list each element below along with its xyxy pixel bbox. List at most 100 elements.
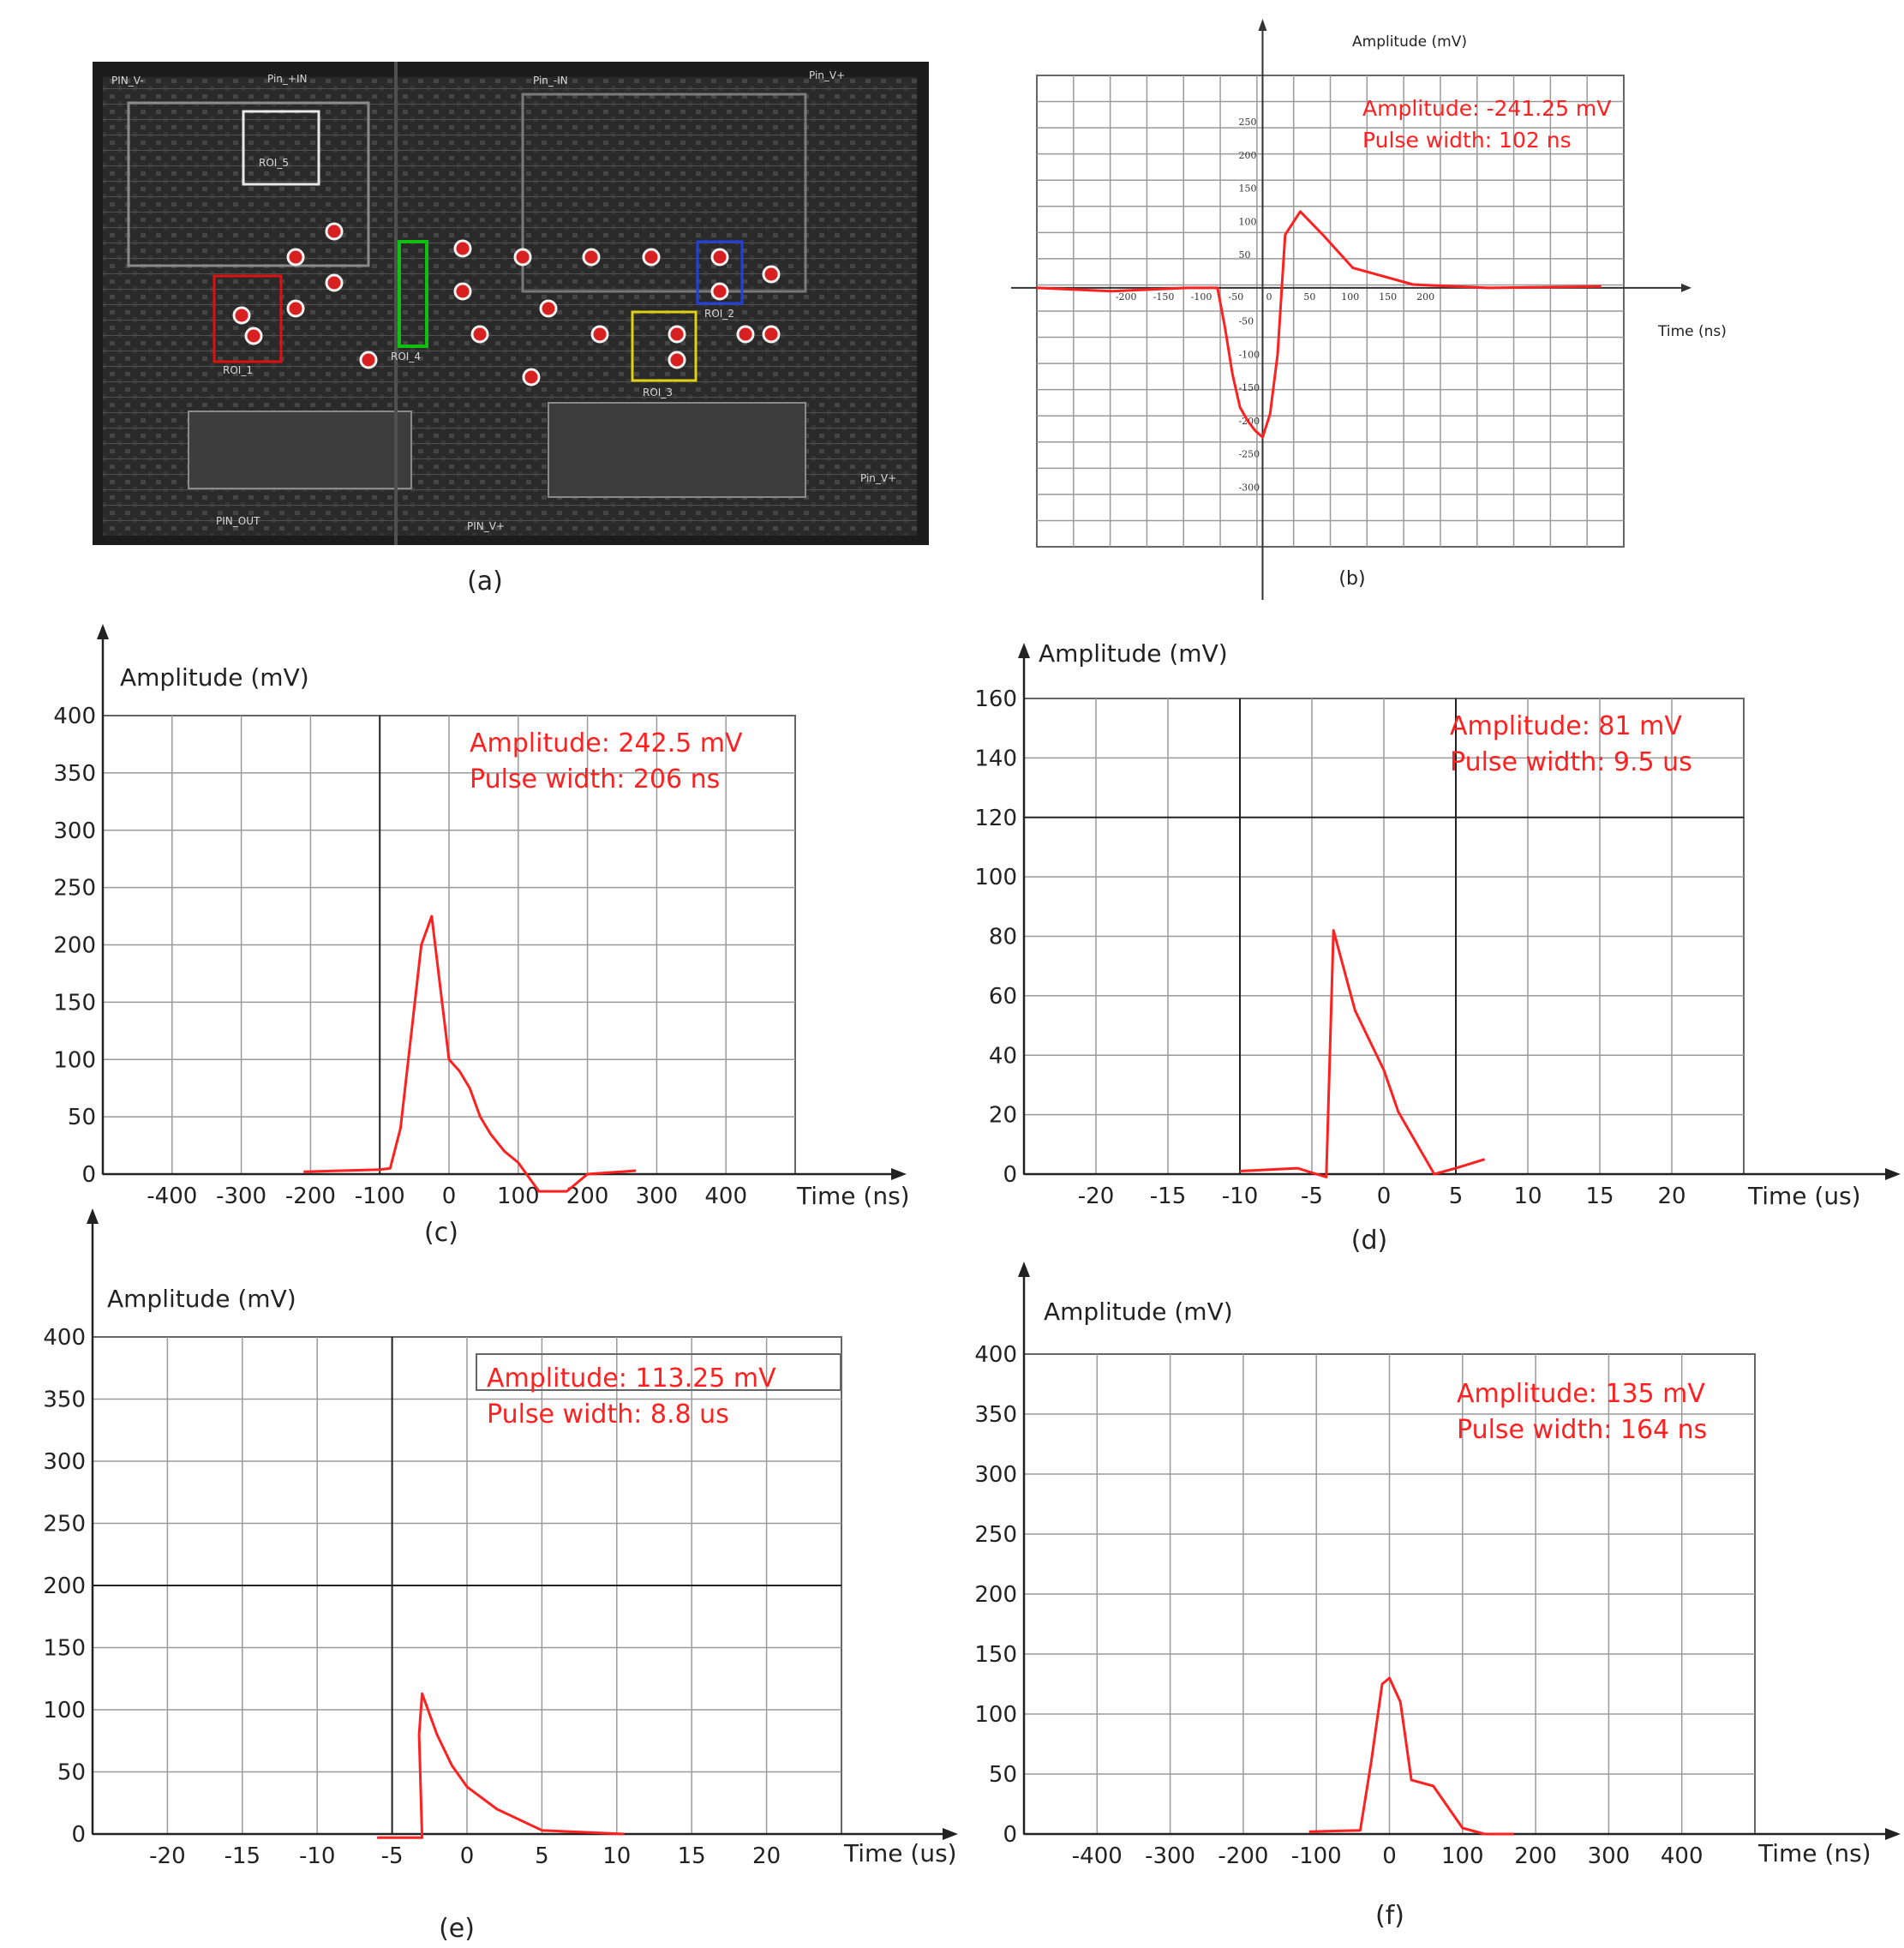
x-tick-label: -20 [149,1843,185,1869]
contact-dot [710,282,729,301]
contact-dot [325,222,344,241]
chip-block-bottom-right [548,402,806,498]
y-axis-label: Amplitude (mV) [107,1285,296,1313]
x-tick-label: -10 [1222,1184,1258,1209]
x-tick-label: -15 [225,1843,260,1869]
pulse-annotation: Amplitude: 135 mV [1457,1379,1705,1409]
roi-1-box [213,274,283,363]
y-tick-label: 400 [974,1342,1017,1368]
x-tick-label: 200 [1514,1843,1557,1869]
panel-f-chart: -400 -300 -200 -100 0 100 200 300 400 0 50 100 150 20… [974,1262,1901,1931]
y-tick-label: 140 [974,746,1017,771]
y-tick-label: 350 [53,761,96,787]
y-tick-label: 300 [53,818,96,844]
contact-dot [286,248,305,267]
x-tick-label: -100 [355,1184,405,1209]
y-tick-label: 0 [81,1162,96,1188]
pin-label: Pin_+IN [267,73,307,85]
x-axis-label: Time (ns) [1757,1839,1871,1867]
contact-dots [232,222,781,387]
x-tick-label: 0 [442,1184,457,1209]
x-tick-label: 0 [1377,1184,1392,1209]
y-axis-arrow-icon [97,624,109,639]
y-tick-label: 350 [974,1402,1017,1428]
x-tick-label: 20 [752,1843,781,1869]
y-tick-label: 100 [53,1047,96,1073]
y-axis-arrow-icon [87,1208,99,1224]
y-tick-label: 150 [53,990,96,1016]
y-axis-label: Amplitude (mV) [1039,639,1228,668]
y-tick-label: 0 [1003,1822,1017,1848]
y-tick-label: 100 [1238,216,1256,227]
pin-label: Pin_V+ [809,69,845,81]
pulse-series-line [1239,929,1486,1178]
x-tick-label: -5 [381,1843,404,1869]
y-tick-label: 200 [43,1573,86,1599]
contact-dot [582,248,601,267]
contact-dot [736,325,755,344]
chip-block-bottom-left [188,411,412,489]
pin-label: Pin_-IN [533,75,568,87]
x-axis-label: Time (ns) [796,1182,910,1210]
pulse-annotation: Amplitude: 81 mV [1450,711,1682,741]
x-tick-label: 400 [1661,1843,1703,1869]
y-tick-label: 100 [43,1698,86,1723]
x-tick-label: -100 [1291,1843,1342,1869]
y-tick-label: -250 [1238,449,1260,460]
contact-dot [710,248,729,267]
x-tick-label: 0 [460,1843,475,1869]
x-tick-label: -200 [1218,1843,1268,1869]
y-tick-label: 300 [974,1462,1017,1488]
y-tick-label: 50 [57,1760,86,1786]
y-tick-label: 250 [1238,117,1256,128]
roi-3-box [631,310,698,382]
x-tick-label: -15 [1150,1184,1186,1209]
contact-dot [232,306,251,325]
y-tick-label: 160 [974,686,1017,712]
y-tick-label: 400 [53,704,96,729]
roi-2-box [696,240,744,305]
caption-a: (a) [467,566,503,596]
x-tick-label: 0 [1382,1843,1397,1869]
roi-5-box [242,110,320,186]
x-tick-label: -20 [1078,1184,1114,1209]
x-tick-label: -50 [1229,291,1244,303]
gridlines [1024,1354,1755,1834]
contact-dot [359,351,378,369]
contact-dot [762,265,781,284]
x-tick-label: 10 [602,1843,631,1869]
roi-label: ROI_4 [391,351,421,363]
x-axis-arrow-icon [891,1168,907,1180]
y-tick-label: 50 [1238,249,1250,261]
y-tick-label: 80 [989,925,1017,950]
panel-c-chart: -400 -300 -200 -100 0 100 200 300 400 0 50 100 150 20… [53,624,910,1248]
y-axis-arrow-icon [1018,643,1030,658]
x-tick-label: 200 [566,1184,609,1209]
y-tick-label: 250 [974,1522,1017,1548]
x-axis-label: Time (us) [843,1839,957,1867]
x-axis-arrow-icon [1885,1828,1901,1840]
x-tick-label: 50 [1303,291,1315,303]
x-tick-label: -400 [147,1184,197,1209]
y-tick-label: 100 [974,1702,1017,1728]
pin-label: PIN_V- [111,75,144,87]
contact-dot [470,325,489,344]
contact-dot [539,299,558,318]
panel-caption: (f) [1375,1901,1404,1931]
y-tick-label: -50 [1238,316,1254,327]
x-tick-label: 5 [535,1843,549,1869]
y-tick-label: 200 [53,933,96,959]
pin-label: PIN_V+ [467,520,505,532]
y-tick-label: 350 [43,1388,86,1413]
chip-seam [394,62,398,545]
panel-e-chart: -20 -15 -10 -5 0 5 10 15 20050100150200250300350… [43,1208,958,1944]
contact-dot [590,325,609,344]
y-tick-label: 150 [974,1642,1017,1668]
y-axis-label: Amplitude (mV) [1044,1298,1233,1326]
x-axis-arrow-icon [1681,283,1691,292]
pulse-annotation: Pulse width: 164 ns [1457,1415,1707,1445]
x-tick-label: 150 [1379,291,1397,303]
chip-block-center [521,93,807,293]
y-tick-label: -300 [1238,482,1260,493]
